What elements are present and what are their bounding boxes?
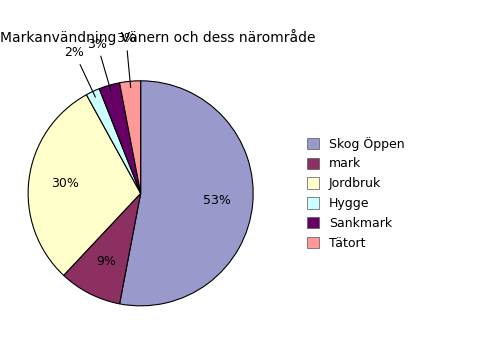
Text: 2%: 2% [64, 46, 95, 97]
Text: Markanvändning Vänern och dess närområde: Markanvändning Vänern och dess närområde [0, 29, 315, 44]
Text: 9%: 9% [96, 255, 116, 268]
Wedge shape [28, 95, 140, 275]
Text: 3%: 3% [87, 38, 111, 91]
Wedge shape [120, 81, 140, 193]
Wedge shape [63, 193, 140, 304]
Text: 53%: 53% [202, 194, 230, 207]
Text: 30%: 30% [51, 177, 78, 190]
Wedge shape [120, 81, 253, 306]
Wedge shape [86, 89, 140, 193]
Legend: Skog Öppen, mark, Jordbruk, Hygge, Sankmark, Tätort: Skog Öppen, mark, Jordbruk, Hygge, Sankm… [301, 132, 409, 255]
Text: 3%: 3% [116, 32, 136, 87]
Wedge shape [99, 83, 140, 193]
